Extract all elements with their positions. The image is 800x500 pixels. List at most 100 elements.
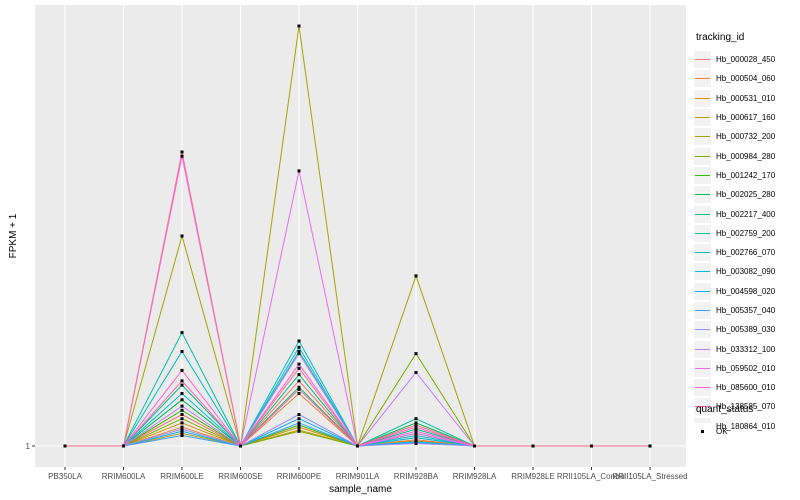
legend-line-swatch <box>695 329 710 331</box>
legend-line-swatch <box>695 232 710 234</box>
legend-line-swatch <box>695 59 710 61</box>
y-tick-label: 1 <box>26 442 31 451</box>
legend2-point-icon <box>701 430 704 434</box>
data-point <box>180 150 184 154</box>
legend-item: Hb_085600_010 <box>694 378 798 397</box>
data-point <box>180 398 184 402</box>
legend-label: Hb_085600_010 <box>716 383 776 393</box>
x-tick-label: RRIM928BA <box>394 472 439 481</box>
legend-key <box>694 263 711 281</box>
legend-title: tracking_id <box>696 32 745 43</box>
data-point <box>297 169 301 173</box>
legend-item: Hb_000617_160 <box>694 108 798 127</box>
legend-item: Hb_005389_030 <box>694 320 798 339</box>
data-point <box>180 417 184 421</box>
x-tick-label: RRIM901LA <box>336 472 380 481</box>
data-point <box>297 345 301 349</box>
legend-items: Hb_000028_450 Hb_000504_060 Hb_000531_010 H… <box>694 50 798 436</box>
legend-label: Hb_033312_100 <box>716 344 776 354</box>
data-point <box>414 421 418 425</box>
legend-item: Hb_000732_200 <box>694 127 798 146</box>
legend-label: Hb_000028_450 <box>716 55 776 65</box>
data-point <box>414 436 418 440</box>
legend-key <box>694 109 711 127</box>
data-points <box>63 24 652 448</box>
legend-label: Hb_059502_010 <box>716 363 776 373</box>
legend-key <box>694 302 711 319</box>
legend-label: Hb_000617_160 <box>716 113 776 123</box>
legend-key <box>694 359 711 377</box>
legend2-key <box>694 423 711 441</box>
data-point <box>297 362 301 366</box>
legend-key <box>694 205 711 223</box>
legend-item: Hb_002217_400 <box>694 204 798 223</box>
plot-panel <box>35 5 686 467</box>
legend-key <box>694 70 711 88</box>
data-point <box>297 429 301 433</box>
data-point <box>648 444 652 448</box>
legend-line-swatch <box>695 136 710 138</box>
x-tick-label: RRIM600PE <box>277 472 321 481</box>
data-point <box>297 421 301 425</box>
legend-label: Hb_180864_010 <box>716 421 776 431</box>
legend-key <box>694 89 711 107</box>
data-point <box>414 423 418 427</box>
legend-key <box>694 398 711 416</box>
data-point <box>297 425 301 429</box>
legend-item: Hb_033312_100 <box>694 339 798 358</box>
x-tick-label: RRIM600SE <box>218 472 262 481</box>
legend-line-swatch <box>695 252 710 254</box>
data-point <box>297 392 301 395</box>
data-point <box>180 434 184 437</box>
legend-key <box>694 128 711 146</box>
legend-tracking-id: tracking_id Hb_000028_450 Hb_000504_060 Hb… <box>694 32 798 436</box>
data-point <box>297 352 301 356</box>
y-axis-ticks: 1 <box>26 442 35 451</box>
legend-line-swatch <box>695 117 710 119</box>
x-tick-label: RRIM600LE <box>160 472 204 481</box>
data-point <box>180 404 184 408</box>
data-point <box>297 373 301 377</box>
data-point <box>414 371 418 374</box>
data-point <box>414 441 418 445</box>
x-tick-label: RRII105LA_Control <box>557 472 627 481</box>
legend-line-swatch <box>695 348 710 350</box>
data-point <box>297 24 301 28</box>
data-point <box>297 423 301 427</box>
legend-key <box>694 340 711 358</box>
legend-key <box>694 166 711 184</box>
data-point <box>180 431 184 435</box>
legend2-item: OK <box>694 422 798 441</box>
legend-item: Hb_000028_450 <box>694 50 798 69</box>
legend-line-swatch <box>695 78 710 80</box>
x-tick-label: PB350LA <box>48 472 82 481</box>
data-point <box>297 417 301 421</box>
data-point <box>180 154 184 158</box>
legend-line-swatch <box>695 174 710 176</box>
legend-quant-status: quant_status OK <box>694 404 798 441</box>
legend-label: Hb_000531_010 <box>716 93 776 103</box>
legend-line-swatch <box>695 271 710 273</box>
legend-item: Hb_000504_060 <box>694 69 798 88</box>
legend-label: Hb_000504_060 <box>716 74 776 84</box>
data-point <box>180 392 184 395</box>
data-point <box>531 444 535 448</box>
legend-label: Hb_002759_200 <box>716 228 776 238</box>
data-point <box>180 425 184 429</box>
legend-key <box>694 186 711 204</box>
legend-line-swatch <box>695 310 710 311</box>
data-point <box>180 408 184 412</box>
legend-label: Hb_005389_030 <box>716 325 776 335</box>
legend-key <box>694 379 711 397</box>
data-point <box>297 413 301 416</box>
data-point <box>180 383 184 387</box>
data-point <box>180 234 184 238</box>
data-point <box>297 366 301 370</box>
data-point <box>239 444 242 448</box>
legend-item: Hb_005357_040 <box>694 301 798 320</box>
data-point <box>414 427 418 431</box>
legend-line-swatch <box>695 213 710 215</box>
legend-item: Hb_004598_020 <box>694 282 798 301</box>
x-tick-label: RRIM928LE <box>511 472 555 481</box>
data-point <box>180 350 184 353</box>
